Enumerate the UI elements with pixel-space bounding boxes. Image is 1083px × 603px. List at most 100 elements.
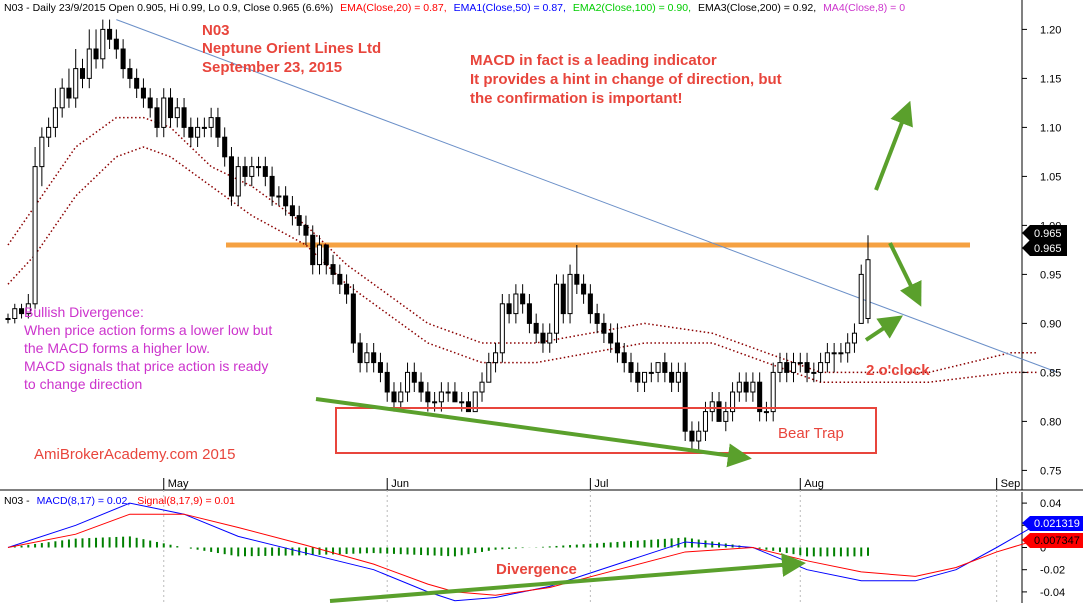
candle-body xyxy=(642,371,648,383)
macd-line xyxy=(7,502,1038,602)
candle-body xyxy=(316,244,323,266)
candle-body xyxy=(804,362,810,373)
candle-body xyxy=(127,68,133,79)
month-label: May xyxy=(168,478,189,490)
candle-body xyxy=(818,362,824,373)
down-arrow xyxy=(888,242,922,307)
candle-body xyxy=(404,371,411,393)
candle-body xyxy=(371,352,377,364)
candle-body xyxy=(330,264,336,275)
candle-body xyxy=(276,195,282,198)
candle-body xyxy=(743,381,749,393)
candle-body xyxy=(628,362,634,373)
macd-y-tick-label: -0.02 xyxy=(1040,565,1065,577)
candle-body xyxy=(696,430,702,442)
price-y-tick-label: 1.05 xyxy=(1040,171,1061,183)
candle-body xyxy=(242,166,248,177)
candle-body xyxy=(831,352,837,355)
header-ema3: EMA3(Close,200) = 0.92, xyxy=(698,2,816,14)
candle-body xyxy=(763,411,769,414)
price-y-tick-label: 0.95 xyxy=(1040,269,1061,281)
header-ema: EMA(Close,20) = 0.87, xyxy=(340,2,447,14)
price-tag-a: 0.965 xyxy=(1034,228,1062,240)
stock-code-label: N03 xyxy=(202,22,230,39)
price-y-tick-label: 0.90 xyxy=(1040,318,1061,330)
candle-body xyxy=(377,362,383,373)
candle-body xyxy=(140,87,146,99)
macd-y-tick-label: 0 xyxy=(1040,543,1046,555)
candle-body xyxy=(540,332,546,344)
candle-body xyxy=(222,136,228,158)
candle-body xyxy=(289,205,295,217)
candle-body xyxy=(113,38,119,50)
candle-body xyxy=(398,391,404,403)
candle-body xyxy=(25,303,31,315)
candle-body xyxy=(499,303,505,354)
candle-body xyxy=(134,77,140,89)
price-tag-b: 0.965 xyxy=(1034,243,1062,255)
two-oclock-arrow xyxy=(864,315,903,342)
candle-body xyxy=(432,401,438,404)
bullish-line-3: MACD signals that price action is ready xyxy=(24,358,268,374)
candle-body xyxy=(608,332,614,344)
candle-body xyxy=(682,371,688,432)
candle-body xyxy=(59,87,65,109)
candle-body xyxy=(147,97,153,109)
divergence-label: Divergence xyxy=(496,561,577,578)
candle-body xyxy=(709,401,715,413)
candle-body xyxy=(228,156,234,197)
macd-header-signal: Signal(8,17,9) = 0.01 xyxy=(137,495,235,507)
signal-line xyxy=(7,513,1038,596)
candle-body xyxy=(107,28,113,40)
candle-body xyxy=(350,293,356,344)
candle-body xyxy=(520,293,526,305)
note-line-2: It provides a hint in change of directio… xyxy=(470,71,782,88)
candle-body xyxy=(601,322,607,334)
candle-body xyxy=(851,332,857,344)
candle-body xyxy=(614,342,620,354)
candle-body xyxy=(120,48,126,70)
note-line-1: MACD in fact is a leading indicator xyxy=(470,52,717,69)
candle-body xyxy=(797,362,803,365)
note-line-3: the confirmation is important! xyxy=(470,90,683,107)
candle-body xyxy=(323,244,329,266)
candle-body xyxy=(391,391,397,403)
candle-body xyxy=(425,391,431,403)
bullish-title: Bullish Divergence: xyxy=(24,304,144,320)
candle-body xyxy=(188,126,194,138)
candle-body xyxy=(452,391,458,403)
month-label: Aug xyxy=(804,478,824,490)
candle-body xyxy=(418,381,424,393)
candle-body xyxy=(459,401,465,404)
candle-body xyxy=(560,283,566,315)
macd-y-tick-label: 0.04 xyxy=(1040,498,1061,510)
candle-body xyxy=(777,362,783,373)
candle-body xyxy=(46,126,52,138)
candle-body xyxy=(574,273,580,285)
price-y-tick-label: 1.20 xyxy=(1040,24,1061,36)
month-label: Jun xyxy=(391,478,409,490)
candle-body xyxy=(310,234,316,266)
macd-header-prefix: N03 - xyxy=(4,495,30,507)
candle-body xyxy=(208,117,214,128)
candle-body xyxy=(174,107,180,119)
bear-trap-label: Bear Trap xyxy=(778,425,844,442)
ema-dotted-line xyxy=(7,146,1038,383)
candle-body xyxy=(195,126,201,138)
candle-body xyxy=(669,371,675,383)
price-y-tick-label: 0.85 xyxy=(1040,367,1061,379)
macd-header: N03 - MACD(8,17) = 0.02, Signal(8,17,9) … xyxy=(4,495,235,507)
down-trendline xyxy=(116,19,1058,373)
candle-body xyxy=(567,273,573,315)
candle-body xyxy=(506,303,512,315)
candle-body xyxy=(838,352,844,355)
candle-body xyxy=(73,68,79,99)
price-y-tick-label: 1.10 xyxy=(1040,122,1061,134)
candle-body xyxy=(269,175,275,197)
candle-body xyxy=(303,224,309,236)
month-label: Jul xyxy=(594,478,608,490)
header-ema1: EMA1(Close,50) = 0.87, xyxy=(454,2,566,14)
candle-body xyxy=(526,303,532,324)
